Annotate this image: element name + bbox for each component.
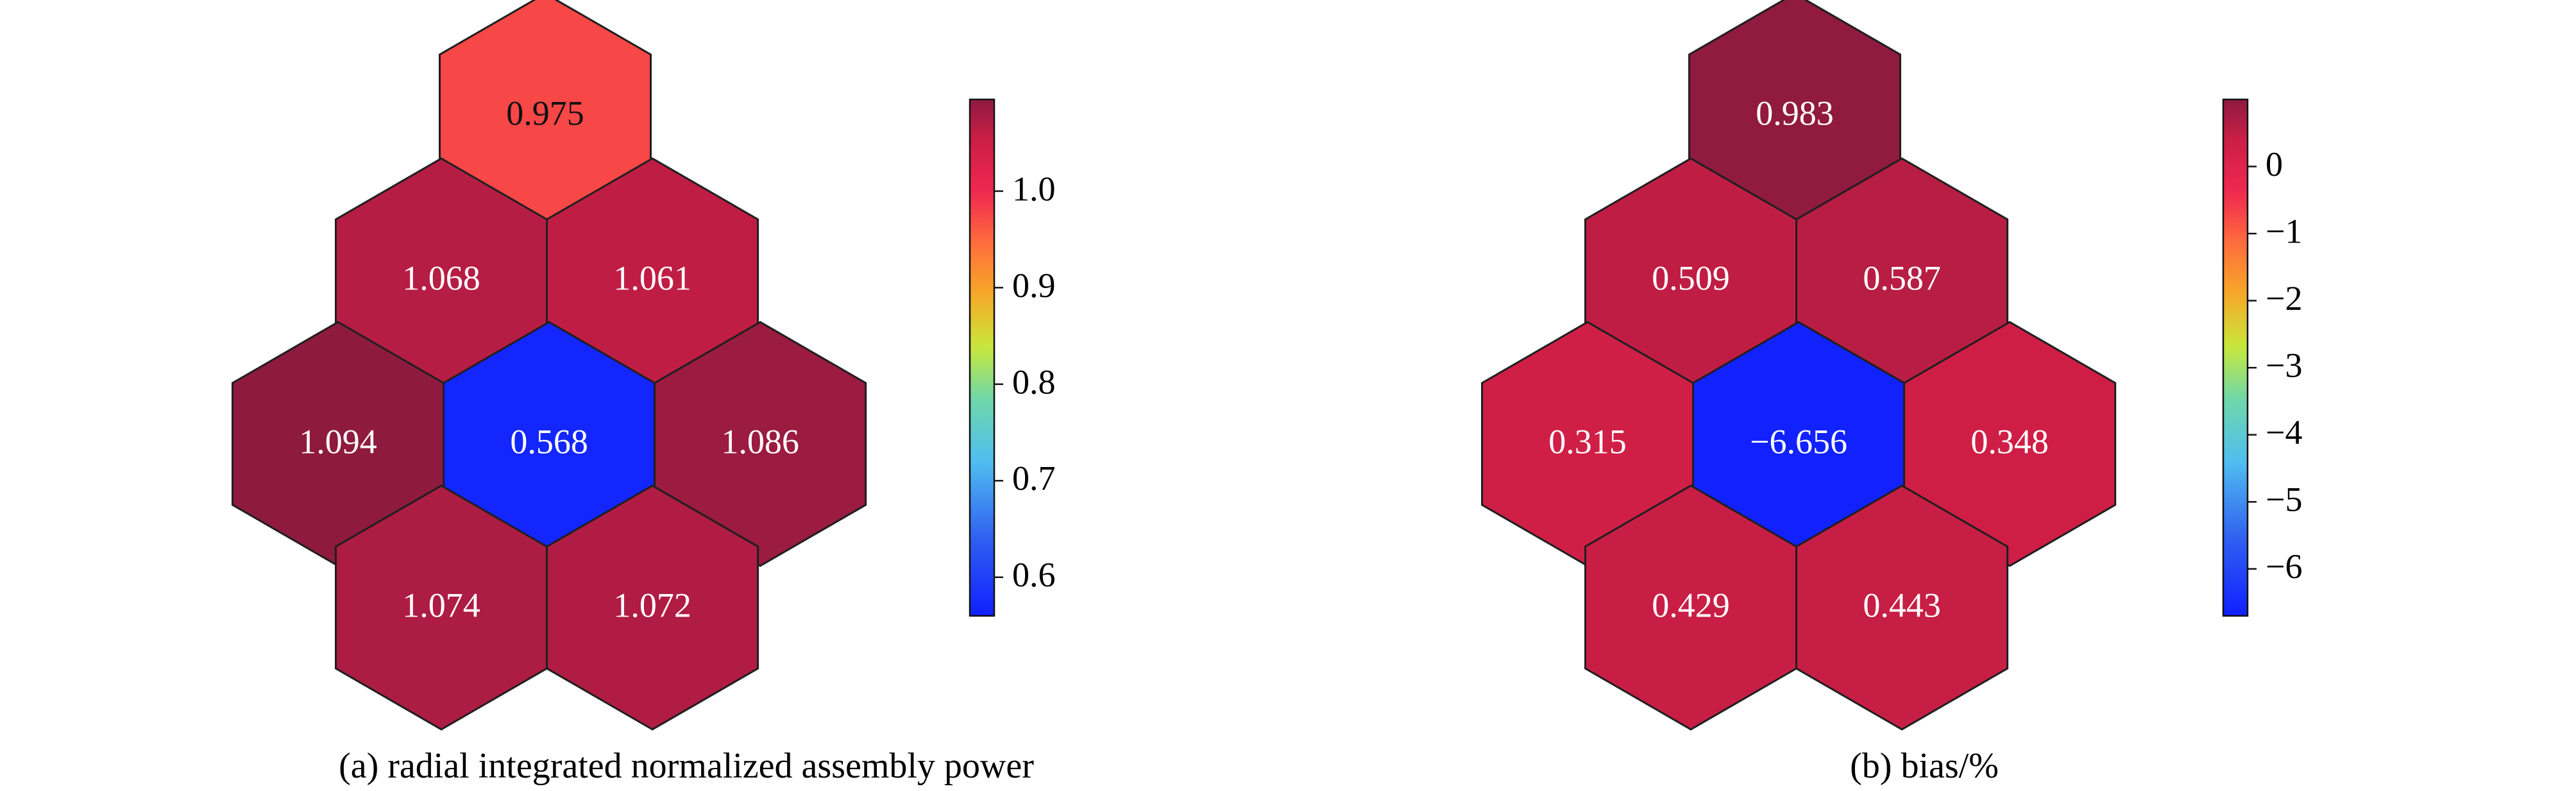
- panel-b: 0.983 0.509 0.587 0.315 −6.656 0.348 0.429 0.44…: [1481, 0, 2302, 786]
- colorbar-tick-label: −6: [2266, 547, 2302, 586]
- hex-value-label: 1.068: [402, 259, 480, 297]
- colorbar-tick-label: 0.7: [1012, 459, 1056, 498]
- colorbar-tick-label: −2: [2266, 279, 2302, 318]
- colorbar-tick-label: −4: [2266, 413, 2302, 452]
- colorbar-frame: [2222, 98, 2249, 617]
- hex-value-label: 1.072: [613, 586, 691, 624]
- hex-value-label: 0.587: [1863, 259, 1941, 297]
- hex-value-label: −6.656: [1750, 422, 1847, 461]
- hex-value-label: 0.983: [1756, 94, 1834, 132]
- colorbar-tick-label: 0.9: [1012, 266, 1056, 305]
- colorbar-tick-label: 0.6: [1012, 556, 1056, 594]
- hex-value-label: 0.429: [1652, 586, 1730, 624]
- panel-a: 0.975 1.068 1.061 1.094 0.568 1.086 1.074 1.072…: [232, 0, 1056, 786]
- colorbar: [970, 99, 994, 616]
- hex-value-label: 1.061: [613, 259, 691, 297]
- panel-caption: (a) radial integrated normalized assembl…: [339, 746, 1034, 786]
- colorbar: [2223, 99, 2248, 616]
- colorbar-tick-label: −1: [2266, 212, 2302, 250]
- colorbar-frame: [969, 98, 996, 617]
- hex-value-label: 1.094: [299, 422, 377, 461]
- hex-value-label: 0.315: [1548, 422, 1627, 461]
- colorbar-tick-label: 1.0: [1012, 169, 1056, 208]
- hex-value-label: 0.348: [1970, 422, 2049, 461]
- hex-value-label: 0.568: [510, 422, 588, 461]
- hex-value-label: 1.074: [402, 586, 480, 624]
- colorbar-tick-label: 0: [2266, 145, 2283, 183]
- hex-value-label: 0.443: [1863, 586, 1941, 624]
- hex-cell: [546, 484, 759, 731]
- hex-value-label: 0.509: [1652, 259, 1730, 297]
- hex-cell: [1903, 321, 2117, 567]
- panel-caption: (b) bias/%: [1850, 746, 1999, 786]
- colorbar-tick-label: −5: [2266, 481, 2302, 519]
- hex-cell: [654, 321, 867, 567]
- hex-value-label: 0.975: [506, 94, 584, 132]
- hex-cell: [1795, 484, 2009, 731]
- colorbar-tick-label: 0.8: [1012, 362, 1056, 401]
- colorbar-tick-label: −3: [2266, 346, 2302, 385]
- hex-value-label: 1.086: [721, 422, 799, 461]
